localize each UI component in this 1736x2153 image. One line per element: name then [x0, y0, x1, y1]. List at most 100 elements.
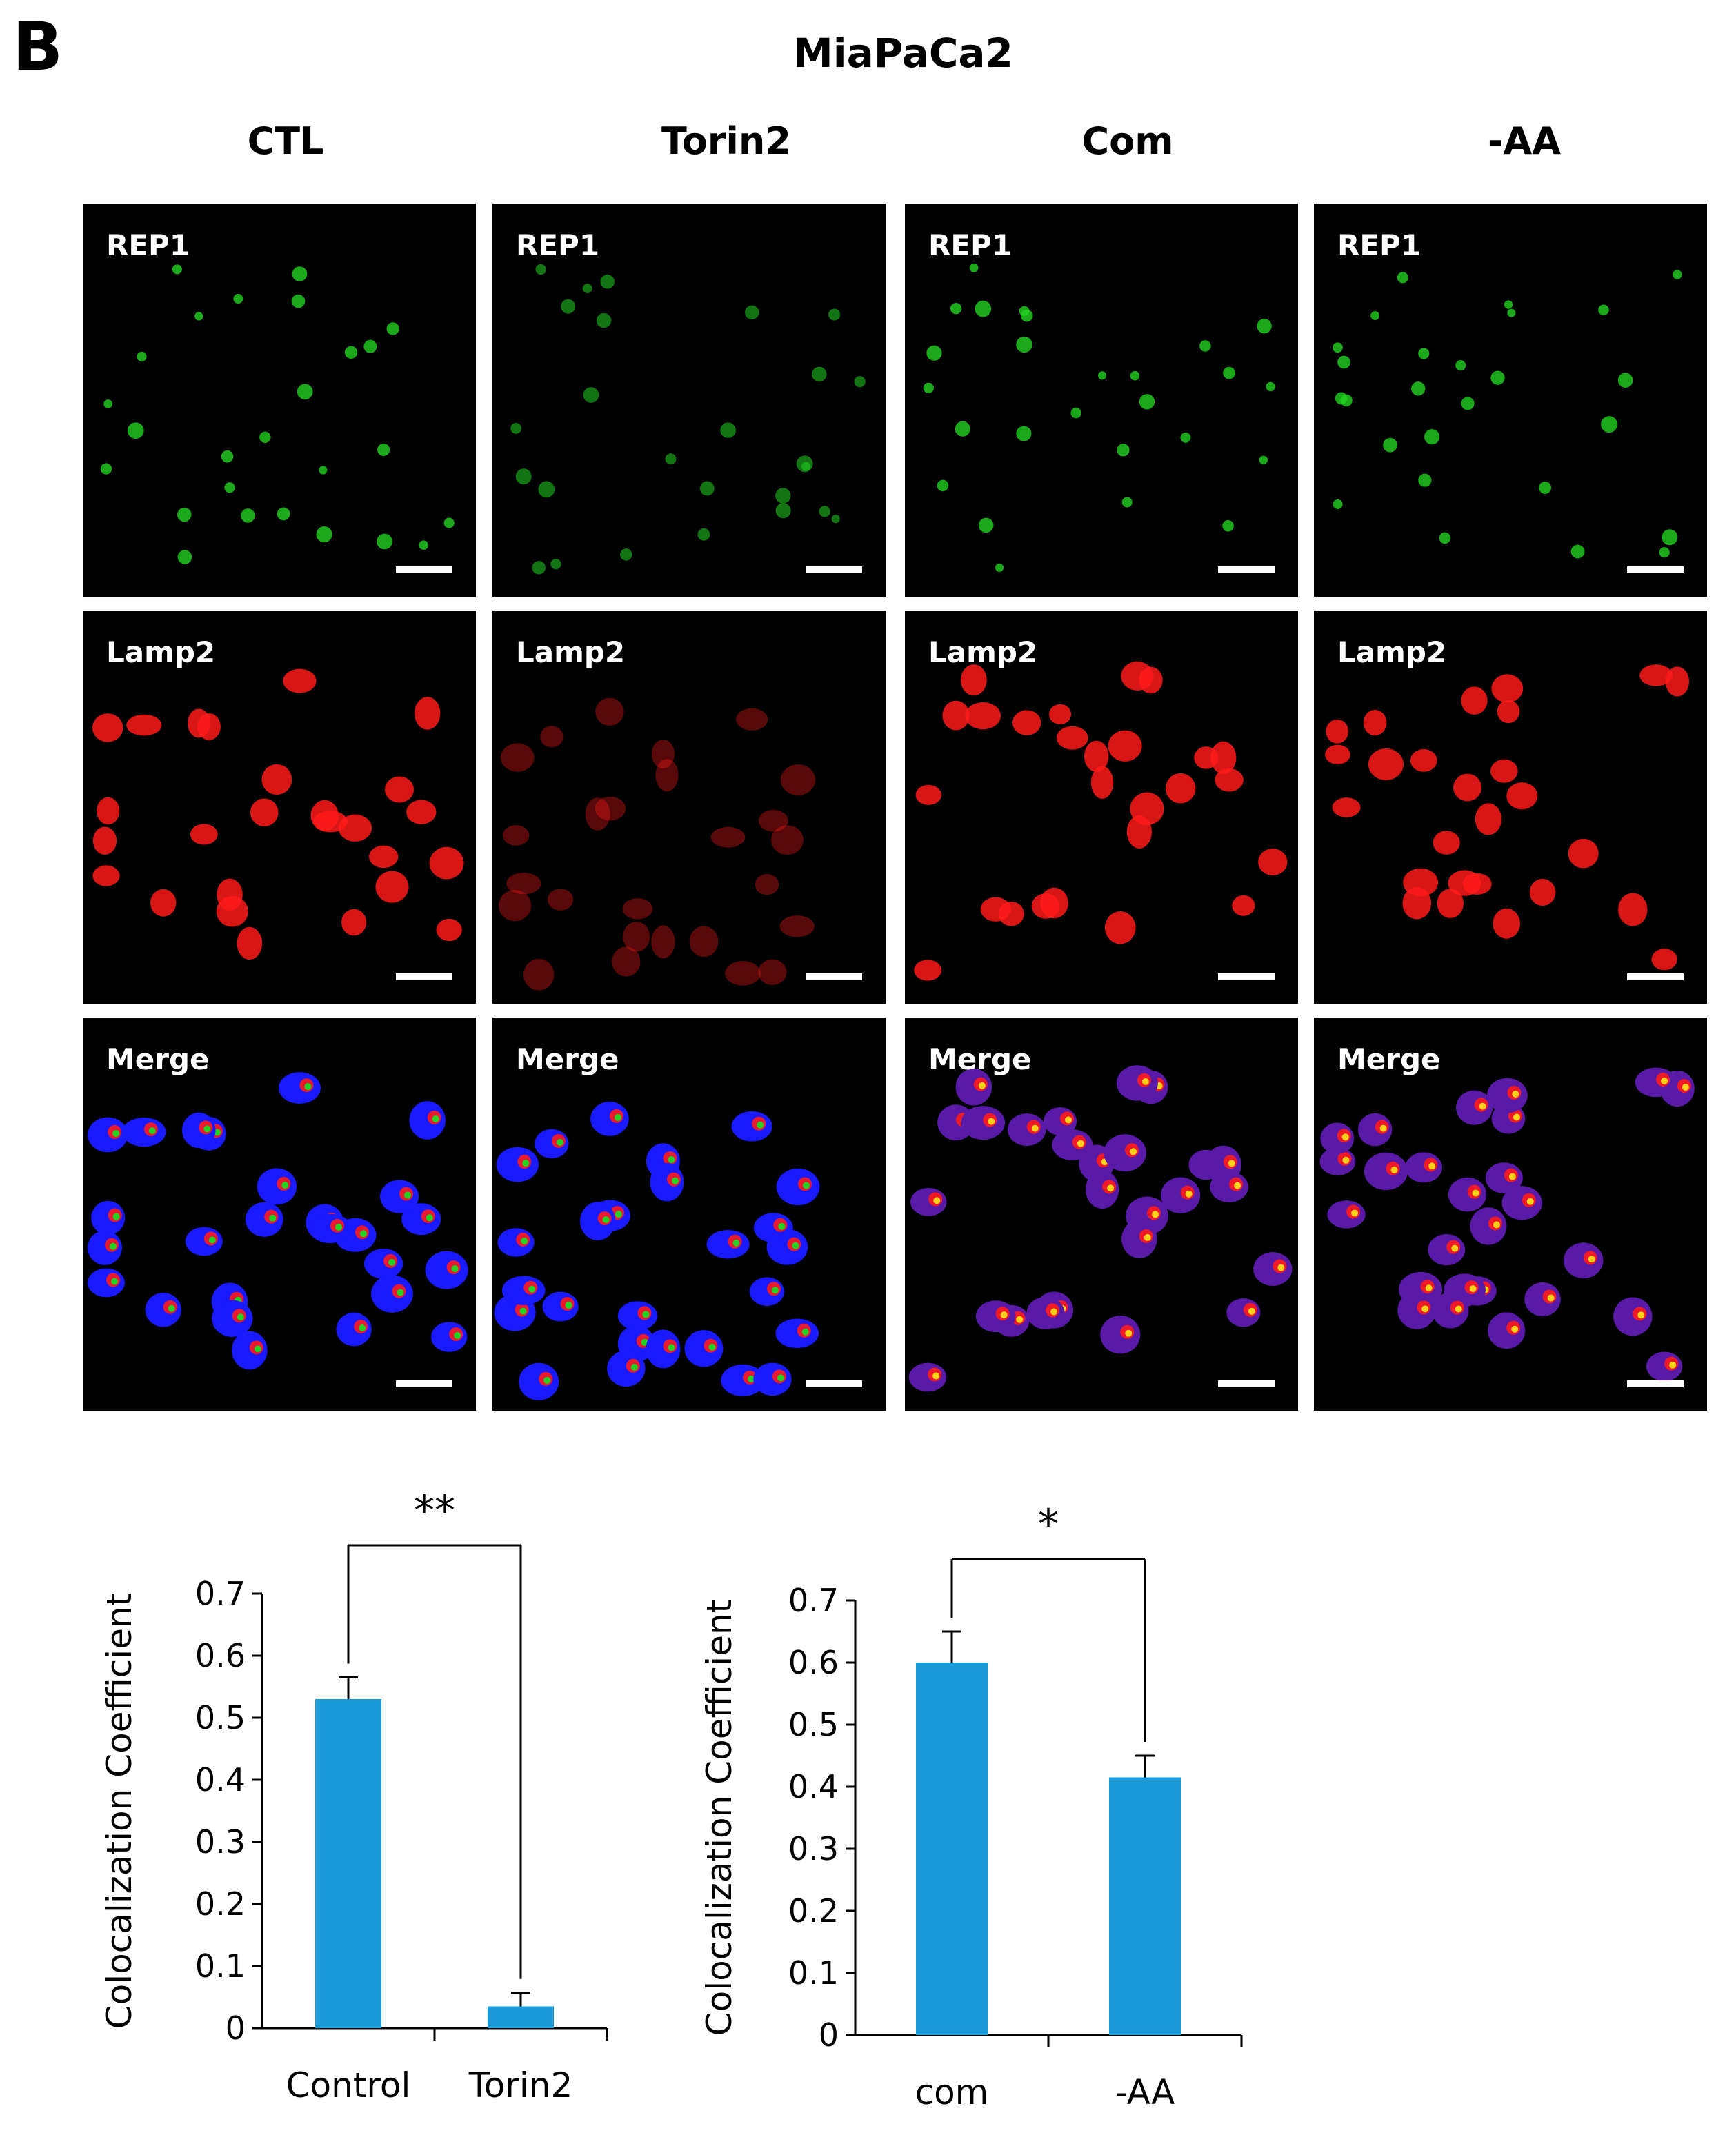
- rep1-signal: [1421, 1305, 1429, 1313]
- lamp2-cell: [779, 915, 815, 937]
- rep1-signal: [109, 1242, 117, 1250]
- lamp2-cell: [368, 845, 399, 869]
- lamp2-cell: [1012, 710, 1041, 735]
- rep1-puncta: [745, 305, 759, 319]
- scale-bar: [1218, 973, 1275, 980]
- rep1-signal: [1000, 1311, 1008, 1319]
- lamp2-cell: [1651, 949, 1677, 971]
- lamp2-cell: [261, 764, 292, 795]
- rep1-puncta: [1418, 348, 1430, 359]
- nucleus: [1116, 1065, 1158, 1101]
- significance-marker: *: [1038, 1500, 1059, 1549]
- rep1-signal: [1077, 1140, 1084, 1147]
- lamp2-cell: [689, 926, 719, 958]
- rep1-signal: [543, 1376, 551, 1384]
- rep1-puncta: [259, 431, 271, 444]
- lamp2-cell: [758, 809, 788, 832]
- y-tick-label: 0.5: [195, 1699, 246, 1736]
- nucleus: [1104, 1134, 1146, 1172]
- scale-bar: [396, 1380, 452, 1387]
- micrograph-label: Merge: [928, 1042, 1032, 1076]
- rep1-puncta: [443, 517, 455, 528]
- rep1-signal: [792, 1242, 799, 1249]
- rep1-signal: [1637, 1311, 1645, 1319]
- rep1-signal: [359, 1230, 367, 1238]
- rep1-signal: [1479, 1102, 1486, 1110]
- rep1-puncta: [100, 463, 112, 475]
- lamp2-cell: [1104, 911, 1136, 944]
- lamp2-cell: [375, 871, 409, 903]
- rep1-signal: [801, 1328, 809, 1336]
- nucleus: [1121, 1219, 1157, 1258]
- nucleus: [231, 1331, 268, 1370]
- scale-bar: [806, 973, 862, 980]
- y-tick-label: 0.1: [788, 1954, 839, 1992]
- rep1-signal: [1050, 1308, 1058, 1316]
- micrograph-ctl-rep1: REP1: [83, 204, 476, 597]
- rep1-signal: [1493, 1221, 1500, 1229]
- rep1-signal: [519, 1307, 527, 1315]
- micrograph-label: Lamp2: [928, 635, 1038, 669]
- nucleus: [496, 1147, 539, 1182]
- rep1-puncta: [775, 488, 791, 504]
- lamp2-cell: [237, 926, 263, 960]
- micrograph-label: REP1: [1337, 228, 1421, 262]
- rep1-puncta: [1507, 308, 1516, 317]
- rep1-puncta: [1461, 397, 1475, 410]
- y-tick-label: 0.2: [788, 1892, 839, 1929]
- rep1-puncta: [1617, 373, 1633, 388]
- rep1-puncta: [819, 506, 830, 517]
- lamp2-cell: [1325, 744, 1350, 764]
- rep1-puncta: [583, 387, 599, 403]
- cell-fluorescence: [908, 1065, 1293, 1392]
- rep1-signal: [112, 1213, 120, 1220]
- rep1-signal: [454, 1332, 461, 1340]
- rep1-puncta: [1598, 304, 1609, 316]
- lamp2-cell: [1084, 740, 1109, 772]
- rep1-puncta: [1016, 336, 1032, 353]
- rep1-puncta: [1121, 497, 1133, 508]
- rep1-puncta: [224, 482, 235, 493]
- rep1-signal: [1107, 1184, 1115, 1192]
- lamp2-cell: [1618, 893, 1648, 926]
- lamp2-cell: [1332, 797, 1361, 817]
- lamp2-cell: [1490, 759, 1518, 783]
- rep1-signal: [1141, 1078, 1149, 1085]
- lamp2-cell: [1639, 664, 1673, 686]
- micrograph-label: Lamp2: [106, 635, 216, 669]
- nucleus: [212, 1300, 253, 1337]
- lamp2-cell: [1090, 766, 1114, 799]
- rep1-signal: [978, 1082, 986, 1089]
- lamp2-cell: [1210, 741, 1237, 774]
- rep1-puncta: [1222, 520, 1234, 532]
- lamp2-cell: [406, 800, 437, 824]
- rep1-puncta: [1337, 355, 1350, 369]
- rep1-puncta: [172, 264, 182, 275]
- rep1-signal: [1065, 1116, 1072, 1124]
- rep1-signal: [281, 1181, 289, 1189]
- lamp2-cell: [1475, 803, 1502, 835]
- rep1-signal: [237, 1313, 244, 1321]
- scale-bar: [1627, 973, 1684, 980]
- y-tick-label: 0.5: [788, 1706, 839, 1743]
- lamp2-cell: [1215, 768, 1244, 792]
- rep1-signal: [565, 1302, 572, 1309]
- rep1-signal: [1428, 1162, 1436, 1170]
- lamp2-cell: [1497, 700, 1520, 724]
- nucleus: [753, 1362, 792, 1396]
- rep1-puncta: [233, 294, 243, 304]
- rep1-signal: [668, 1344, 675, 1351]
- micrograph-label: REP1: [516, 228, 600, 262]
- rep1-signal: [522, 1160, 530, 1167]
- rep1-puncta: [1333, 499, 1343, 509]
- rep1-puncta: [720, 422, 736, 438]
- category-label: Control: [286, 2065, 411, 2105]
- lamp2-cell: [595, 796, 626, 821]
- micrograph-aa-merge: Merge: [1314, 1018, 1707, 1411]
- micrograph-label: Lamp2: [516, 635, 626, 669]
- rep1-puncta: [796, 455, 813, 473]
- rep1-puncta: [950, 302, 962, 315]
- lamp2-cell: [436, 918, 462, 942]
- rep1-puncta: [596, 312, 612, 328]
- rep1-signal: [757, 1121, 764, 1129]
